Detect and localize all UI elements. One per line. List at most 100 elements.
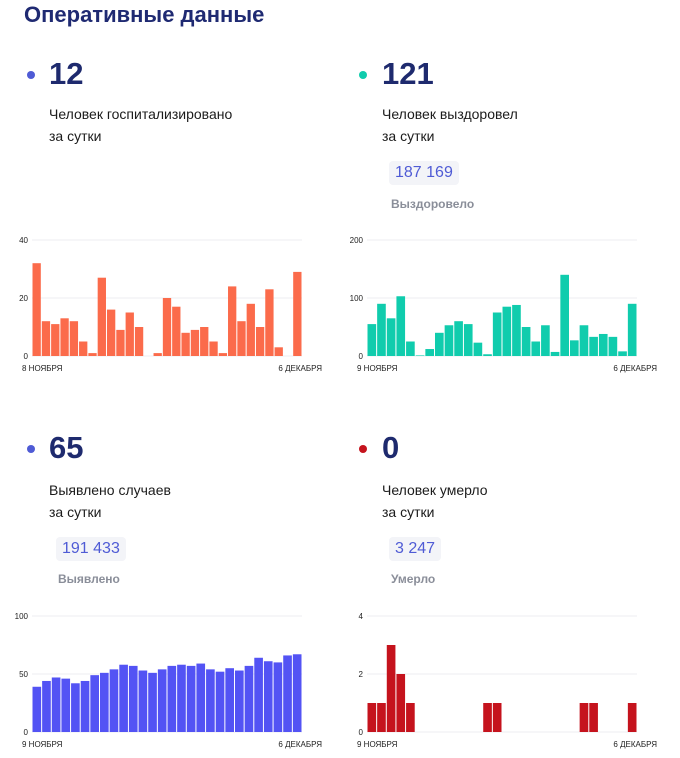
deaths-label-2: за сутки — [382, 504, 435, 520]
bar — [209, 341, 218, 356]
bar — [512, 304, 521, 356]
bar — [273, 662, 283, 732]
bar — [435, 332, 444, 356]
cases-chart: 0 50 100 9 НОЯБРЯ 6 ДЕКАБРЯ — [15, 612, 323, 749]
y-tick-label: 50 — [19, 670, 28, 679]
bar — [444, 325, 454, 356]
bar — [172, 306, 181, 356]
x-start-label: 8 НОЯБРЯ — [22, 364, 63, 373]
deaths-dot — [359, 445, 367, 453]
bar — [71, 683, 80, 732]
bar — [218, 353, 228, 356]
y-tick-label: 100 — [350, 294, 364, 303]
bar — [138, 670, 148, 732]
bar — [148, 672, 157, 732]
bar — [79, 341, 88, 356]
y-tick-label: 40 — [19, 236, 28, 245]
bar — [244, 665, 254, 732]
bar — [263, 661, 273, 732]
bar — [134, 327, 144, 356]
bar — [69, 321, 79, 356]
bar — [60, 318, 69, 356]
x-start-label: 9 НОЯБРЯ — [22, 740, 63, 749]
bar — [492, 312, 502, 356]
hospitalized-label-2: за сутки — [49, 128, 102, 144]
bar — [627, 303, 637, 356]
deaths-label-1: Человек умерло — [382, 482, 488, 498]
bar — [41, 321, 51, 356]
x-start-label: 9 НОЯБРЯ — [357, 364, 398, 373]
hospitalized-chart: 0 20 40 8 НОЯБРЯ 6 ДЕКАБРЯ — [19, 236, 322, 373]
bar — [196, 663, 206, 732]
y-tick-label: 0 — [359, 352, 364, 361]
cases-label-2: за сутки — [49, 504, 102, 520]
recovered-chart: 0 100 200 9 НОЯБРЯ 6 ДЕКАБРЯ — [350, 236, 658, 373]
recovered-dot — [359, 71, 367, 79]
bar — [502, 306, 512, 356]
bar — [162, 298, 172, 356]
bar — [186, 665, 196, 732]
bar — [106, 309, 116, 356]
bar — [153, 353, 162, 356]
bar — [190, 329, 200, 356]
y-tick-label: 4 — [359, 612, 364, 621]
y-tick-label: 0 — [24, 352, 29, 361]
bar — [283, 655, 292, 732]
bar — [235, 670, 244, 732]
bar — [265, 289, 274, 356]
bar — [454, 321, 463, 356]
bar — [396, 296, 406, 356]
bar — [293, 271, 302, 356]
bar — [51, 677, 61, 732]
bar — [473, 342, 483, 356]
hospitalized-value: 12 — [49, 56, 84, 91]
bar — [541, 325, 550, 356]
deaths-total: 3 247 — [389, 537, 442, 561]
bar — [80, 680, 90, 732]
bar — [483, 354, 492, 356]
recovered-total: 187 169 — [389, 161, 459, 185]
bar — [125, 312, 134, 356]
y-tick-label: 20 — [19, 294, 28, 303]
y-tick-label: 0 — [24, 728, 29, 737]
y-tick-label: 2 — [359, 670, 364, 679]
bar — [51, 324, 60, 356]
hospitalized-label-1: Человек госпитализировано — [49, 106, 233, 122]
bar — [589, 703, 598, 732]
bar — [608, 336, 618, 356]
x-end-label: 6 ДЕКАБРЯ — [613, 364, 657, 373]
bar — [570, 340, 579, 356]
bar — [32, 686, 42, 732]
bar — [589, 336, 598, 356]
bar — [367, 324, 377, 356]
bar — [483, 703, 492, 732]
bar — [396, 674, 406, 732]
bar — [116, 329, 125, 356]
bar — [109, 669, 119, 732]
cases-total: 191 433 — [56, 537, 126, 561]
bar — [228, 286, 237, 356]
bar — [255, 327, 265, 356]
bar — [225, 668, 234, 732]
bar — [215, 671, 225, 732]
bar — [97, 277, 106, 356]
hospitalized-dot — [27, 71, 35, 79]
deaths-total-label: Умерло — [391, 572, 436, 586]
bar — [181, 332, 190, 356]
recovered-label-2: за сутки — [382, 128, 435, 144]
recovered-label-1: Человек выздоровел — [382, 106, 518, 122]
bar — [88, 353, 97, 356]
cases-total-label: Выявлено — [58, 572, 120, 586]
bar — [550, 351, 560, 356]
bar — [531, 341, 541, 356]
bar — [377, 303, 386, 356]
bar — [492, 703, 502, 732]
bar — [128, 665, 138, 732]
bar — [32, 263, 41, 356]
bar — [177, 664, 186, 732]
bar — [521, 327, 531, 356]
cases-label-1: Выявлено случаев — [49, 482, 171, 498]
bar — [406, 341, 415, 356]
y-tick-label: 0 — [359, 728, 364, 737]
bar — [61, 678, 71, 732]
